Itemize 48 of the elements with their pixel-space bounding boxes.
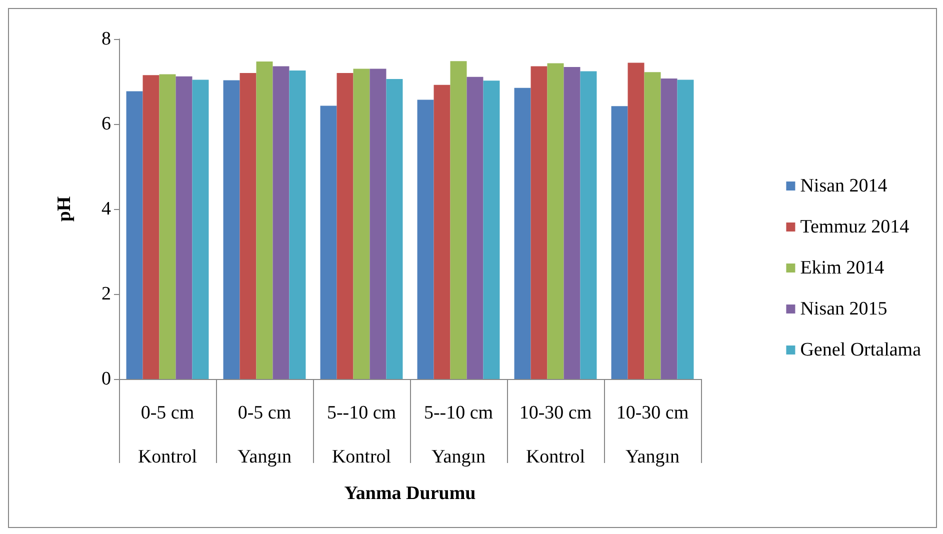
y-tick-label: 4 (102, 198, 112, 220)
bar (223, 80, 240, 379)
category-label: 0-5 cm Yangın (237, 402, 292, 468)
bar (466, 76, 484, 379)
bar (159, 74, 176, 379)
bar (336, 73, 354, 379)
category-label: 10-30 cm Kontrol (519, 402, 592, 468)
bar (272, 66, 290, 379)
bar (126, 91, 143, 379)
legend-label: Ekim 2014 (800, 258, 885, 278)
y-tick-label: 6 (102, 114, 111, 134)
bar (256, 62, 273, 379)
bar (564, 67, 580, 379)
bar (370, 68, 386, 379)
bar (142, 75, 160, 379)
legend-label: Temmuz 2014 (800, 216, 910, 238)
y-tick-label: 2 (102, 284, 111, 304)
bar (677, 80, 694, 379)
bar (644, 72, 661, 379)
bar (289, 70, 306, 379)
bar (530, 66, 548, 379)
legend-label: Nisan 2014 (800, 176, 888, 196)
bar (660, 78, 678, 379)
bar (483, 80, 500, 379)
bar (240, 73, 256, 379)
y-axis-title: pH (54, 196, 75, 222)
bar (320, 106, 337, 379)
legend-label: Genel Ortalama (800, 340, 922, 360)
category-label: 5--10 cm Yangın (424, 402, 494, 468)
bar (176, 76, 192, 379)
bar (514, 88, 531, 379)
bar (611, 106, 628, 379)
category-label: 10-30 cm Yangın (616, 402, 689, 468)
legend-label: Nisan 2015 (800, 298, 888, 320)
bar (353, 68, 370, 379)
bar (450, 61, 467, 379)
y-tick-label: 0 (102, 368, 111, 390)
bar (434, 84, 450, 379)
bar (628, 62, 644, 379)
y-tick-label: 8 (102, 28, 111, 50)
x-axis-title: Yanma Durumu (344, 482, 476, 504)
category-label: 0-5 cm Kontrol (138, 402, 198, 468)
category-label: 5--10 cm Kontrol (326, 402, 396, 468)
bar (417, 100, 434, 379)
bar (580, 71, 597, 379)
bar (547, 63, 564, 379)
bar (386, 78, 403, 379)
bar (192, 80, 209, 379)
